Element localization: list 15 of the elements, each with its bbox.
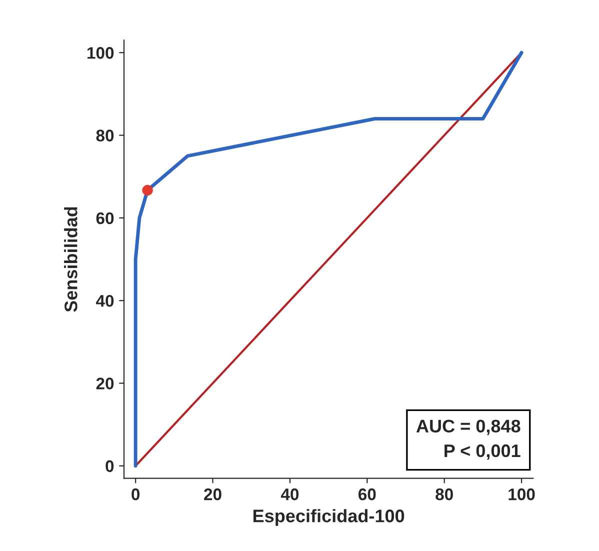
y-axis-title: Sensibilidad [64, 207, 78, 312]
y-tick-label: 60 [96, 212, 114, 224]
y-tick-label: 100 [88, 47, 114, 59]
y-tick-label: 80 [96, 130, 114, 142]
y-tick-label: 40 [96, 294, 114, 307]
annotation: AUC = 0,848 P < 0,001 [416, 420, 520, 460]
x-tick-label: 80 [436, 488, 453, 500]
x-axis-title: Especificidad-100 [253, 509, 404, 526]
x-tick-label: 100 [508, 488, 535, 500]
x-tick-label: 60 [358, 488, 376, 500]
x-tick-label: 20 [204, 488, 222, 500]
y-tick-label: 20 [96, 378, 114, 390]
y-tick-label: 0 [106, 460, 114, 472]
x-tick-label: 40 [280, 488, 299, 500]
x-tick-label: 0 [132, 488, 140, 500]
